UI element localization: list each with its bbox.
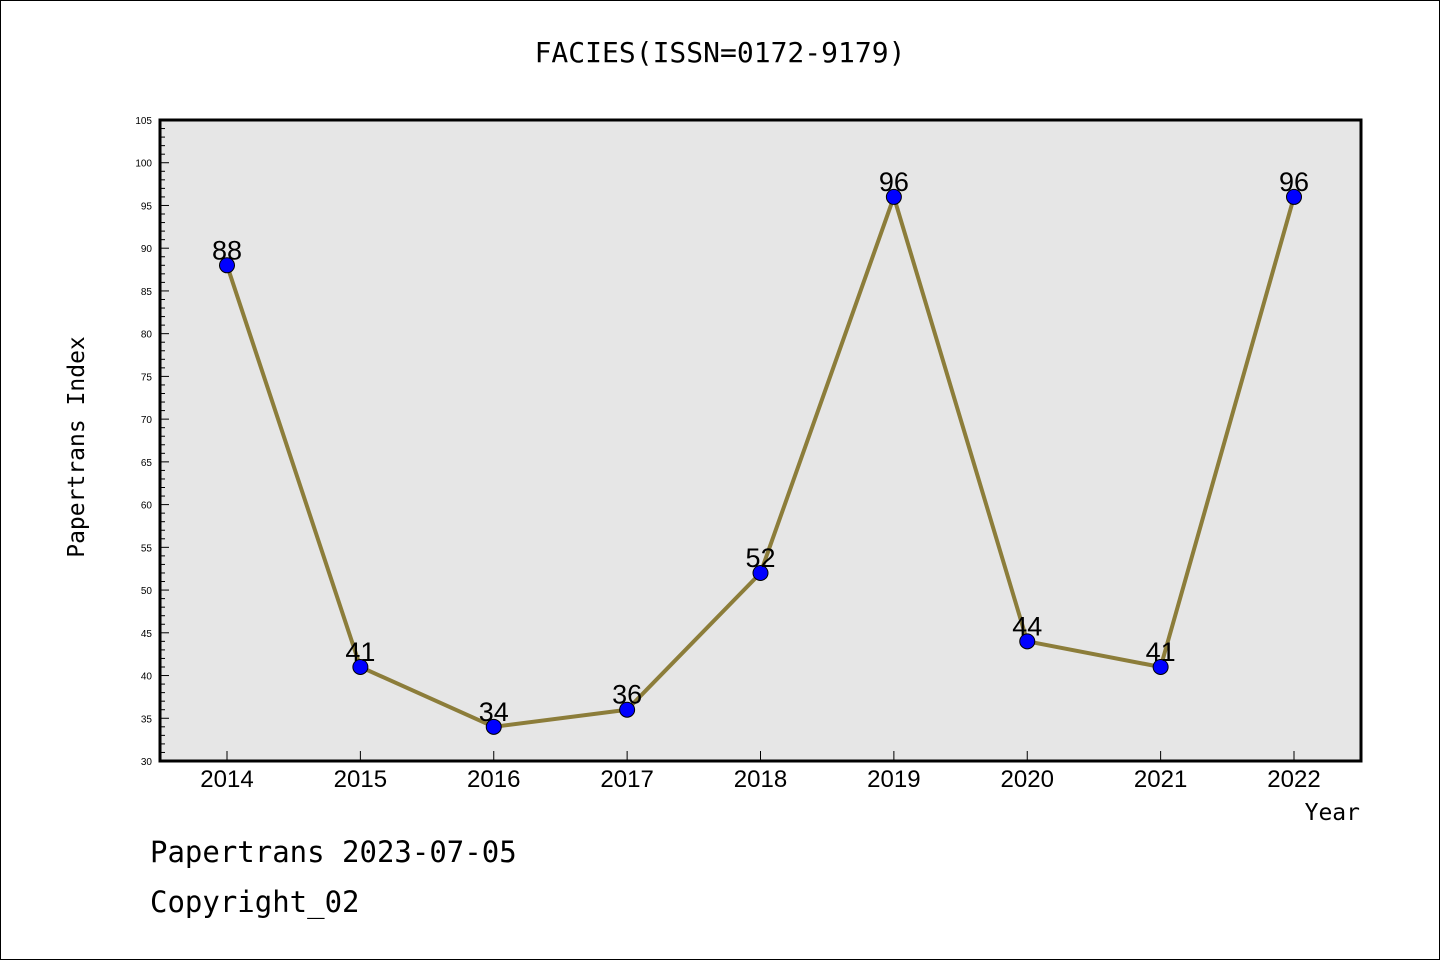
y-tick-label: 45	[141, 629, 153, 640]
y-tick-label: 55	[141, 543, 153, 554]
data-label: 41	[345, 637, 375, 667]
x-tick-label: 2020	[1001, 766, 1054, 793]
data-label: 52	[745, 543, 775, 573]
data-point	[1019, 633, 1036, 650]
data-point	[752, 564, 769, 581]
y-tick-label: 80	[141, 330, 153, 341]
chart-title: FACIES(ISSN=0172-9179)	[534, 36, 906, 69]
data-label: 88	[212, 235, 242, 265]
y-tick-label: 40	[141, 672, 153, 683]
x-axis: 2014 2015 2016 2017 2018 2019 2020 2021 2022	[200, 751, 1321, 793]
data-point	[485, 718, 502, 735]
data-point	[219, 257, 235, 274]
x-tick-label: 2015	[334, 766, 387, 793]
footer-copyright: Copyright_02	[150, 885, 360, 919]
data-point	[1152, 658, 1169, 675]
x-tick-label: 2018	[734, 766, 787, 793]
data-labels: 88 41 34 36 52 96 44 41 96	[212, 167, 1309, 727]
y-tick-label: 75	[141, 372, 153, 383]
x-tick-label: 2017	[600, 766, 653, 793]
y-tick-label: 85	[141, 287, 153, 298]
x-axis-title: Year	[1305, 800, 1360, 826]
data-label: 41	[1146, 637, 1176, 667]
data-label: 44	[1012, 611, 1042, 641]
y-tick-label: 60	[141, 501, 153, 512]
x-tick-label: 2021	[1134, 766, 1187, 793]
data-point	[1286, 188, 1302, 205]
data-label: 96	[1279, 167, 1309, 197]
y-axis: 30 35 40 45 50 55 60 65 70 75 80 85 90 95 100 105	[135, 116, 169, 768]
y-tick-label: 65	[141, 458, 153, 469]
data-label: 34	[479, 697, 509, 727]
y-tick-label: 90	[141, 244, 153, 255]
x-tick-label: 2019	[867, 766, 920, 793]
y-tick-label: 70	[141, 415, 153, 426]
y-tick-label: 35	[141, 714, 153, 725]
footer-date: Papertrans 2023-07-05	[150, 835, 517, 869]
y-tick-label: 100	[135, 159, 152, 170]
data-point	[619, 701, 636, 718]
data-point	[885, 188, 902, 205]
data-point	[352, 658, 369, 675]
y-tick-label: 105	[135, 116, 152, 127]
data-label: 96	[879, 167, 909, 197]
data-points	[219, 188, 1302, 735]
y-axis-title: Papertrans Index	[64, 336, 90, 558]
data-label: 36	[612, 680, 642, 710]
y-tick-label: 50	[141, 586, 153, 597]
y-tick-label: 95	[141, 201, 153, 212]
y-tick-label: 30	[141, 757, 153, 768]
x-tick-label: 2016	[467, 766, 520, 793]
x-tick-label: 2014	[200, 766, 253, 793]
x-tick-label: 2022	[1267, 766, 1320, 793]
plot-area	[158, 118, 1363, 763]
